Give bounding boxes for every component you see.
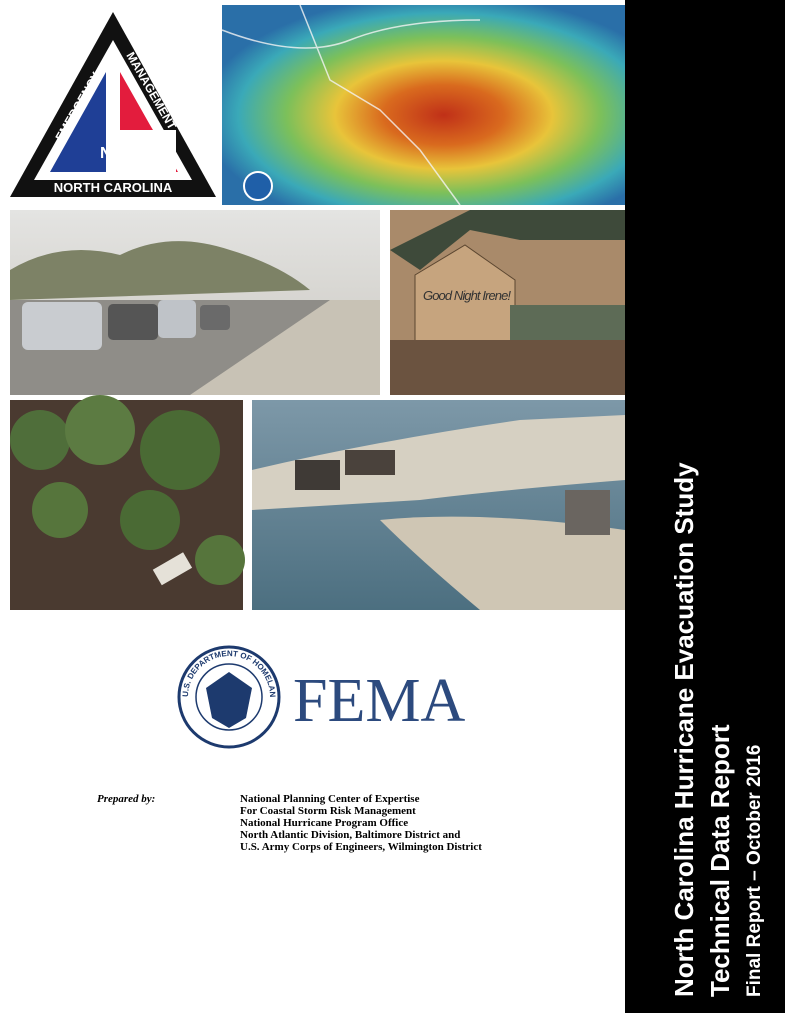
prepared-line: U.S. Army Corps of Engineers, Wilmington… [240, 841, 482, 853]
title-line: Technical Data Report [705, 724, 735, 997]
prepared-label: Prepared by: [97, 793, 155, 805]
road-photo [10, 210, 380, 395]
prepared-line: National Hurricane Program Office [240, 817, 408, 829]
cover: N★C EMERGENCY MANAGEMENT NORTH CAROLINA … [0, 0, 785, 1013]
aerial-photo [252, 400, 625, 610]
logo-flag-text: N★C [100, 145, 138, 162]
building-photo: Good Night Irene! [390, 210, 625, 395]
prepared-line: North Atlantic Division, Baltimore Distr… [240, 829, 460, 841]
prepared-lines: National Planning Center of ExpertiseFor… [240, 793, 482, 853]
prepared-line: For Coastal Storm Risk Management [240, 805, 416, 817]
radar-photo [222, 5, 625, 205]
sign-text: Good Night Irene! [423, 288, 511, 303]
title-line: North Carolina Hurricane Evacuation Stud… [669, 462, 699, 997]
prepared-line: National Planning Center of Expertise [240, 793, 420, 805]
nc-em-logo: N★C EMERGENCY MANAGEMENT NORTH CAROLINA [10, 12, 216, 197]
fema-name: FEMA [293, 667, 465, 735]
title-line: Final Report – October 2016 [744, 745, 765, 997]
logo-bottom-text: NORTH CAROLINA [54, 180, 173, 195]
flood-photo [10, 395, 245, 610]
